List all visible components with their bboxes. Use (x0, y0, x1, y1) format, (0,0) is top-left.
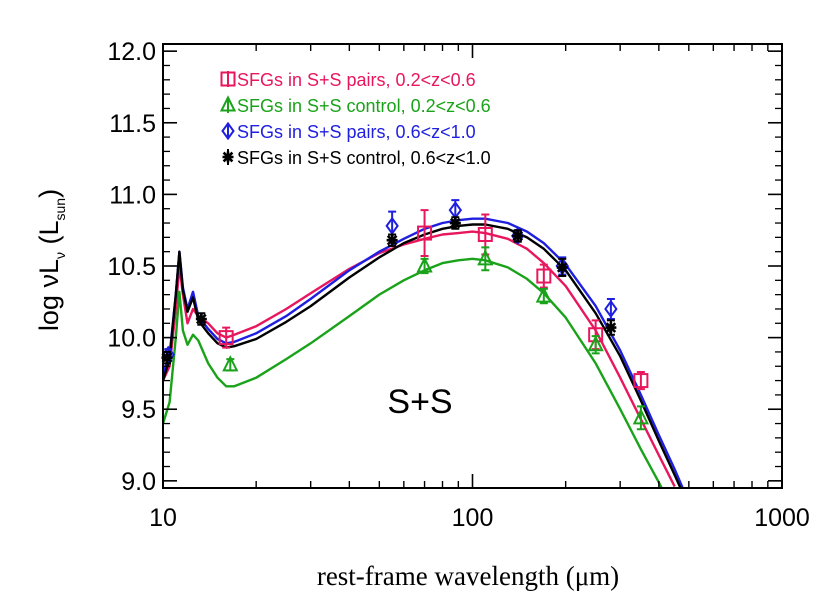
data-point (386, 234, 398, 246)
data-point (633, 373, 649, 389)
model-curves (163, 217, 685, 488)
legend-label: SFGs in S+S control, 0.2<z<0.6 (237, 96, 491, 116)
y-tick-label: 11.5 (109, 110, 156, 138)
model-curve-4 (163, 223, 682, 488)
data-point (195, 313, 207, 325)
data-points (161, 199, 650, 431)
data-point (556, 261, 568, 273)
data-point (161, 352, 173, 364)
y-tick-label: 11.0 (109, 181, 156, 209)
x-tick-label: 100 (452, 504, 494, 532)
axes: 10 100 1000 9.0 9.5 10.0 10.5 11.0 11.5 12.0 (107, 38, 809, 532)
error-bar (420, 209, 429, 257)
data-point (512, 230, 524, 242)
y-tick-label: 12.0 (107, 38, 156, 66)
legend-label: SFGs in S+S pairs, 0.2<z<0.6 (237, 70, 476, 90)
data-point (222, 355, 239, 372)
y-tick-label: 9.5 (121, 396, 156, 424)
y-tick-label: 10.5 (107, 253, 156, 281)
data-point (417, 225, 433, 241)
data-point (416, 256, 433, 273)
data-point (449, 217, 461, 229)
data-point (535, 286, 552, 303)
error-bar (539, 263, 548, 289)
data-point (477, 249, 494, 266)
data-point (536, 268, 552, 284)
data-point (632, 408, 650, 425)
legend: SFGs in S+S pairs, 0.2<z<0.6 SFGs in S+S … (219, 70, 491, 168)
y-tick-label: 9.0 (121, 468, 156, 496)
legend-label: SFGs in S+S pairs, 0.6<z<1.0 (237, 122, 476, 142)
legend-label: SFGs in S+S control, 0.6<z<1.0 (237, 148, 491, 168)
panel-annotation: S+S (387, 383, 452, 421)
series-2-points (222, 246, 650, 431)
series-4-points (161, 216, 617, 365)
data-point (385, 216, 399, 236)
data-point (477, 226, 493, 242)
y-tick-label: 10.0 (107, 325, 156, 353)
series-3-points (161, 199, 618, 364)
x-tick-label: 1000 (754, 504, 810, 532)
data-point (604, 299, 618, 319)
model-curve-2 (163, 257, 664, 488)
y-axis-label: log νLν (Lsun) (34, 189, 68, 331)
x-tick-label: 10 (149, 504, 177, 532)
x-axis-label: rest-frame wavelength (μm) (317, 561, 619, 591)
model-curve-3 (163, 217, 685, 488)
data-point (605, 322, 617, 334)
data-point (587, 335, 604, 352)
data-point (218, 330, 234, 346)
